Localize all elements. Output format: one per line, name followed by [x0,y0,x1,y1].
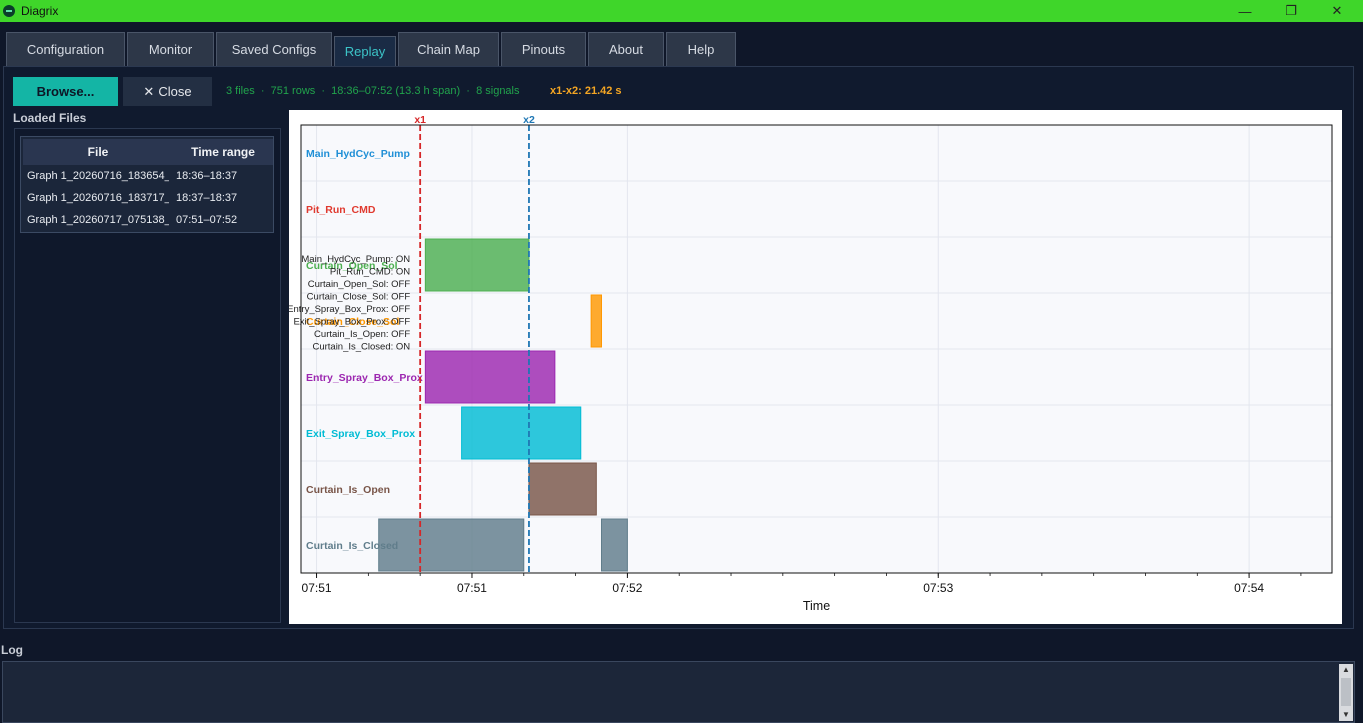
tab-chain-map[interactable]: Chain Map [398,32,499,66]
x-tick-label: 07:51 [302,581,332,595]
file-name: Graph 1_20260717_075138_ [27,214,169,226]
title-bar: Diagrix — ❐ ✕ [0,0,1363,22]
file-time-range: 18:37–18:37 [176,192,238,204]
log-scrollbar[interactable]: ▲ ▼ [1339,664,1353,721]
signal-bar [590,294,602,348]
cursor-readout-line: Pit_Run_CMD: ON [330,267,410,278]
tab-help[interactable]: Help [666,32,736,66]
column-header-time-range[interactable]: Time range [173,139,273,165]
timeline-chart-svg: Main_HydCyc_Pump Pit_Run_CMD Curtain_Open_… [287,114,1333,613]
tab-pinouts[interactable]: Pinouts [501,32,586,66]
tab-monitor[interactable]: Monitor [127,32,214,66]
cursor-readout-line: Curtain_Close_Sol: OFF [307,292,411,303]
tab-about[interactable]: About [588,32,664,66]
column-header-file[interactable]: File [23,139,173,165]
browse-button[interactable]: Browse... [13,77,118,106]
signal-label: Curtain_Is_Closed [306,540,398,552]
signal-label: Curtain_Open_Sol [306,260,398,272]
table-row[interactable]: Graph 1_20260716_183717_ 18:37–18:37 [22,187,273,209]
minimize-button[interactable]: — [1238,3,1252,19]
signal-bar [600,518,628,572]
cursor-readout-line: Main_HydCyc_Pump: ON [301,254,410,265]
tab-replay[interactable]: Replay [334,36,396,66]
log-heading: Log [1,643,23,657]
cursor-label-x1: x1 [414,114,426,126]
signal-label: Pit_Run_CMD [306,204,376,216]
app-logo-icon [3,5,15,17]
x-tick-label: 07:53 [923,581,953,595]
signal-bar [424,350,556,404]
cursor-readout-line: Curtain_Is_Open: OFF [314,329,410,340]
x-tick-label: 07:52 [612,581,642,595]
tab-configuration[interactable]: Configuration [6,32,125,66]
scroll-up-icon[interactable]: ▲ [1342,665,1350,674]
signal-label: Entry_Spray_Box_Prox [306,372,423,384]
scroll-down-icon[interactable]: ▼ [1342,710,1350,719]
table-row[interactable]: Graph 1_20260717_075138_ 07:51–07:52 [22,209,273,231]
cursor-readout-line: Exit_Spray_Box_Prox: OFF [293,317,410,328]
scroll-thumb[interactable] [1341,678,1351,706]
cursor-label-x2: x2 [523,114,535,126]
signal-bar [461,406,582,460]
cursor-readout-line: Curtain_Open_Sol: OFF [308,279,411,290]
loaded-files-heading: Loaded Files [13,111,87,125]
x-axis-label: Time [803,599,830,613]
signal-label: Curtain_Close_Sol [306,316,399,328]
timeline-chart[interactable]: Main_HydCyc_Pump Pit_Run_CMD Curtain_Open_… [287,110,1342,624]
files-table: File Time range Graph 1_20260716_183654_… [20,136,274,233]
cursor-delta: x1-x2: 21.42 s [550,85,622,97]
table-row[interactable]: Graph 1_20260716_183654_ 18:36–18:37 [22,165,273,187]
plot-border [300,124,1333,574]
close-files-button[interactable]: ✕ Close [123,77,212,106]
signal-bar [424,238,530,292]
replay-stats: 3 files · 751 rows · 18:36–07:52 (13.3 h… [226,85,520,97]
main-tabs: Configuration Monitor Saved Configs Repl… [6,32,738,66]
x-tick-label: 07:54 [1234,581,1264,595]
signal-bar [378,518,525,572]
close-label: Close [158,84,192,99]
file-name: Graph 1_20260716_183717_ [27,192,169,204]
cursor-readout-line: Curtain_Is_Closed: ON [312,342,410,353]
signal-bar [528,462,597,516]
tab-saved-configs[interactable]: Saved Configs [216,32,332,66]
file-time-range: 07:51–07:52 [176,214,238,226]
signal-label: Exit_Spray_Box_Prox [306,428,415,440]
signal-label: Curtain_Is_Open [306,484,390,496]
signal-label: Main_HydCyc_Pump [306,148,410,160]
window-title: Diagrix [21,4,59,18]
cursor-readout-line: Entry_Spray_Box_Prox: OFF [289,304,410,315]
file-name: Graph 1_20260716_183654_ [27,170,169,182]
log-output[interactable] [2,661,1355,723]
close-window-button[interactable]: ✕ [1331,3,1343,18]
file-time-range: 18:36–18:37 [176,170,238,182]
x-tick-label: 07:51 [457,581,487,595]
maximize-button[interactable]: ❐ [1285,3,1297,18]
close-icon: ✕ [143,83,155,99]
